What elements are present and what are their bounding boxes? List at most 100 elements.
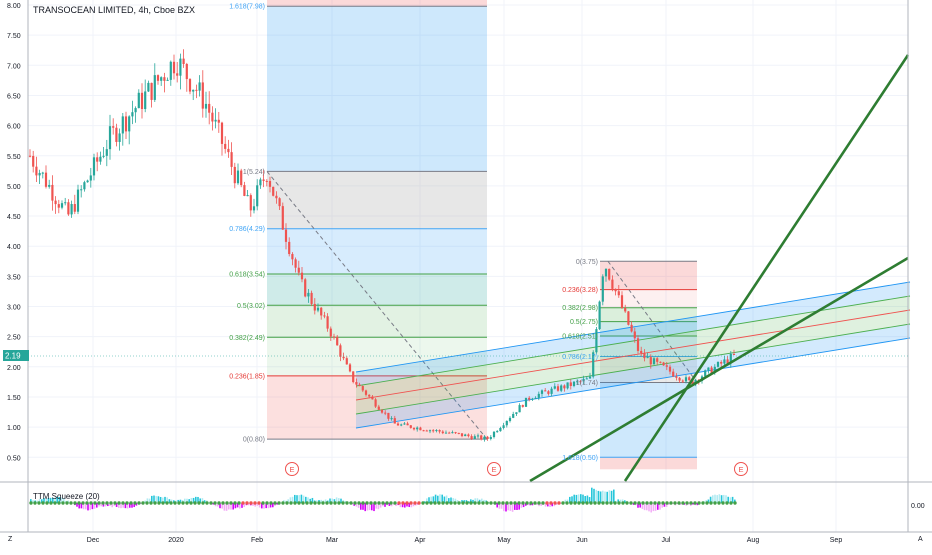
squeeze-histogram-bar (478, 499, 481, 503)
squeeze-dot (349, 501, 353, 505)
candle-body (643, 353, 646, 359)
squeeze-histogram-bar (450, 497, 452, 503)
time-tick-label: Aug (747, 537, 760, 544)
squeeze-dot (653, 501, 657, 505)
time-tick-label: Dec (87, 537, 100, 544)
squeeze-dot (685, 501, 689, 505)
channel-line-3 (355, 323, 911, 415)
squeeze-dot (421, 501, 425, 505)
time-tick-label: Jun (576, 537, 587, 544)
candle-body (236, 170, 240, 184)
candle-body (492, 431, 496, 438)
squeeze-histogram-bar (507, 503, 509, 511)
squeeze-histogram-bar (692, 503, 694, 505)
candle-body (204, 103, 208, 109)
squeeze-histogram-bar (364, 503, 366, 512)
squeeze-dot (625, 501, 629, 505)
candle-body (512, 413, 515, 418)
candle-body (166, 79, 169, 81)
squeeze-dot (425, 501, 429, 505)
squeeze-histogram-bar (177, 499, 179, 503)
candle-body (688, 377, 691, 381)
candle-body (713, 366, 716, 374)
candle-body (480, 435, 483, 440)
candle-body (390, 418, 393, 420)
squeeze-histogram-bar (659, 503, 661, 510)
squeeze-histogram-bar (555, 503, 558, 505)
squeeze-histogram-bar (525, 503, 527, 506)
squeeze-histogram-bar (536, 503, 538, 505)
candle-body (217, 119, 220, 123)
price-tick-label: 2.50 (7, 335, 21, 342)
squeeze-dot (85, 501, 89, 505)
candle-body (211, 112, 214, 122)
squeeze-dot (297, 501, 301, 505)
squeeze-dot (373, 501, 377, 505)
squeeze-histogram-bar (599, 491, 602, 503)
squeeze-histogram-bar (725, 495, 727, 503)
candle-body (92, 157, 96, 176)
squeeze-histogram-bar (118, 503, 120, 508)
price-tick-label: 6.50 (7, 93, 21, 100)
squeeze-histogram-bar (239, 503, 241, 509)
candle-body (569, 382, 572, 386)
fib1-level-label: 0.382(2.49) (229, 335, 265, 342)
squeeze-histogram-bar (188, 499, 190, 503)
candle-body (124, 116, 128, 132)
candle-body (323, 315, 326, 317)
auto-scale-button[interactable]: A (918, 536, 923, 543)
fib1-level-label: 0.618(3.54) (229, 271, 265, 278)
squeeze-dot (677, 501, 681, 505)
squeeze-histogram-bar (426, 498, 428, 503)
candle-body (172, 61, 176, 74)
squeeze-dot (645, 501, 649, 505)
squeeze-histogram-bar (467, 501, 470, 503)
squeeze-dot (693, 501, 697, 505)
squeeze-dot (629, 501, 633, 505)
squeeze-dot (717, 501, 721, 505)
candle-body (44, 172, 48, 187)
squeeze-histogram-bar (452, 498, 454, 503)
candle-body (438, 430, 441, 432)
squeeze-histogram-bar (628, 502, 630, 504)
squeeze-histogram-bar (709, 496, 712, 503)
squeeze-histogram-bar (443, 496, 446, 503)
squeeze-histogram-bar (131, 503, 133, 508)
time-tick-label: 2020 (168, 537, 184, 544)
candle-body (304, 279, 307, 297)
fib1-level-label: 0.5(3.02) (237, 303, 265, 310)
candle-body (675, 376, 678, 378)
squeeze-histogram-bar (610, 490, 613, 503)
candle-body (416, 427, 419, 430)
squeeze-histogram-bar (371, 503, 373, 511)
candle-body (185, 63, 188, 80)
candle-body (147, 82, 150, 92)
candle-body (355, 382, 358, 385)
squeeze-dot (321, 501, 325, 505)
timezone-button[interactable]: Z (8, 536, 13, 543)
squeeze-dot (109, 501, 113, 505)
earnings-marker-circle (285, 462, 299, 476)
squeeze-dot (341, 501, 345, 505)
candle-body (99, 156, 102, 162)
squeeze-histogram-bar (434, 494, 437, 503)
squeeze-histogram-bar (320, 499, 322, 503)
squeeze-histogram-bar (179, 499, 182, 503)
squeeze-dot (437, 501, 441, 505)
squeeze-dot (73, 501, 77, 505)
squeeze-histogram-bar (338, 498, 340, 503)
squeeze-dot (697, 501, 701, 505)
last-price-badge (3, 350, 29, 361)
squeeze-histogram-bar (456, 500, 459, 503)
candle-body (534, 397, 537, 399)
squeeze-histogram-bar (247, 503, 250, 506)
squeeze-histogram-bar (219, 503, 221, 509)
candle-body (716, 362, 720, 367)
squeeze-histogram-bar (602, 490, 604, 503)
squeeze-histogram-bar (652, 503, 655, 512)
candle-body (342, 356, 345, 359)
squeeze-histogram-bar (687, 503, 690, 505)
price-tick-label: 6.00 (7, 124, 21, 131)
